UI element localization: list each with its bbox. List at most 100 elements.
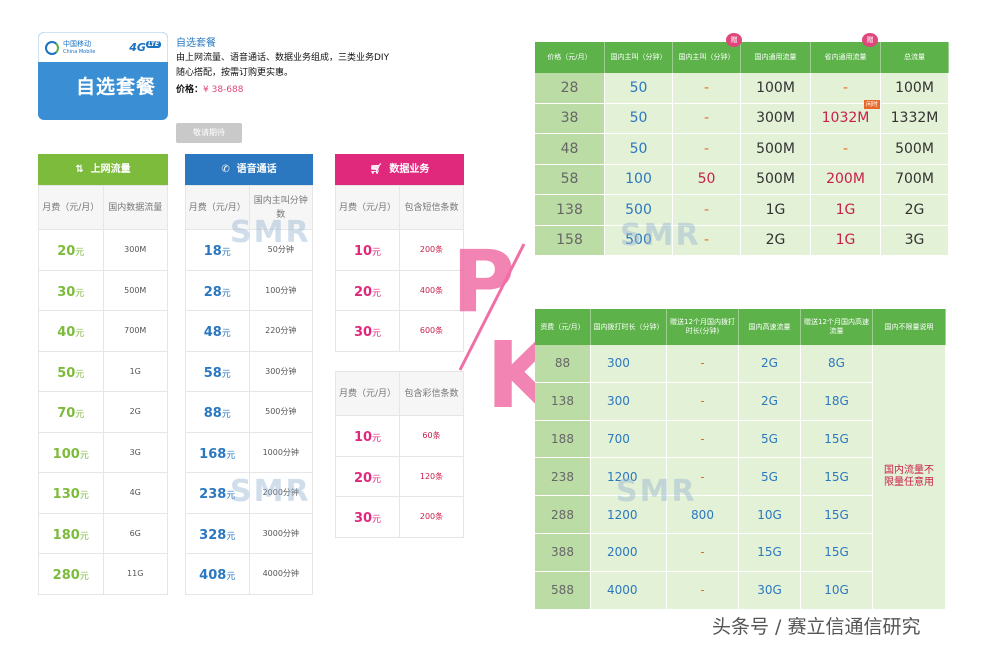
table-cell: 138: [535, 382, 591, 421]
table-cell: 288: [535, 496, 591, 534]
table-cell: 15G: [739, 533, 801, 572]
network-label: 4G LTE: [129, 41, 161, 54]
allowance-cell: 2G: [102, 391, 168, 433]
logo-title: 自选套餐: [75, 76, 156, 98]
table-row: 28元 100分钟: [185, 269, 313, 311]
fee-cell: 280元: [38, 553, 104, 595]
table-row: 138 300-2G 18G: [535, 382, 946, 421]
sms-plan-header: 🛒︎ 数据业务: [335, 154, 464, 185]
allowance-cell: 100分钟: [248, 269, 313, 311]
mms-plan-table: 月费（元/月） 包含彩信条数 10元 60条 20元 120条 30元 200条: [335, 371, 464, 538]
table-cell: 1200: [591, 496, 667, 534]
table-cell: 50: [673, 164, 741, 195]
table-row: 20元 400条: [335, 269, 464, 311]
price-line: 价格：¥ 38-688: [176, 85, 244, 95]
table-cell: 88: [535, 345, 591, 383]
table-cell: 5G: [739, 420, 801, 459]
table-row: 88 300-2G 8G 国内流量不限量任意用: [535, 345, 946, 610]
allowance-cell: 2000分钟: [248, 472, 313, 514]
fee-cell: 100元: [38, 431, 104, 473]
plan-intro: 自选套餐 由上网流量、语音通话、数据业务组成，三类业务DIY随心搭配，按需订购更…: [176, 36, 396, 98]
table-row: 158 500-2G 1G 3G: [535, 225, 949, 256]
table-cell: 2G: [741, 225, 811, 256]
column-header: 国内通用流量: [741, 42, 811, 73]
table-row: 58 100 50 500M 200M 700M: [535, 164, 949, 195]
voice-plan-table: ✆ 语音通话 月费（元/月） 国内主叫分钟数 18元 50分钟 28元 100分钟 48元…: [185, 154, 313, 595]
table-row: 30元 200条: [335, 496, 464, 538]
table-row: 10元 200条: [335, 229, 464, 271]
table-cell: -: [667, 420, 739, 459]
col-header: 月费（元/月）: [38, 185, 104, 230]
table-cell: 800: [667, 496, 739, 534]
table-cell: 50: [605, 134, 673, 165]
allowance-cell: 300M: [102, 229, 168, 271]
column-header: 赠送12个月国内拨打时长(分钟): [667, 309, 739, 345]
data-plan-table: ⇅ 上网流量 月费（元/月） 国内数据流量 20元 300M 30元 500M 40元 70…: [38, 154, 168, 595]
table-row: 28 50-100M -100M: [535, 73, 949, 104]
col-header: 国内数据流量: [102, 185, 168, 230]
table-cell: 100M: [741, 73, 811, 104]
allowance-cell: 3G: [102, 431, 168, 473]
table-cell: 1G: [741, 195, 811, 226]
column-header: 价格（元/月）: [535, 42, 605, 73]
table-cell: -: [811, 73, 881, 104]
gift-badge: 赠: [862, 33, 878, 47]
table-cell: 188: [535, 420, 591, 459]
table-cell: -: [811, 134, 881, 165]
off-peak-tag: 闲时: [863, 99, 880, 109]
table-cell: 15G: [801, 496, 873, 534]
fee-cell: 28元: [185, 269, 250, 311]
fee-cell: 70元: [38, 391, 104, 433]
allowance-cell: 1G: [102, 350, 168, 392]
column-header: 国内主叫（分钟）: [673, 42, 741, 73]
table-cell: 238: [535, 458, 591, 497]
table-cell: 5G: [739, 458, 801, 497]
table-row: 168元 1000分钟: [185, 431, 313, 473]
column-header: 国内主叫（分钟）: [605, 42, 673, 73]
table-cell: 158: [535, 225, 605, 256]
table-cell: -: [667, 533, 739, 572]
table-cell: 30G: [739, 571, 801, 610]
fee-cell: 408元: [185, 553, 250, 595]
table-cell: 15G: [801, 420, 873, 459]
fee-cell: 10元: [335, 415, 400, 457]
cart-icon: 🛒︎: [369, 164, 383, 175]
table-row: 48 50-500M -500M: [535, 134, 949, 165]
table-row: 38 50-300M 1032M 闲时 1332M: [535, 99, 949, 134]
table-row: 180元 6G: [38, 512, 168, 554]
column-header: 总流量: [881, 42, 949, 73]
table-cell: 500: [605, 225, 673, 256]
table-row: 328元 3000分钟: [185, 512, 313, 554]
table-cell: 50: [605, 103, 673, 134]
table-cell: 38: [535, 103, 605, 134]
table-cell: 48: [535, 134, 605, 165]
fee-cell: 88元: [185, 391, 250, 433]
allowance-cell: 500分钟: [248, 391, 313, 433]
fee-cell: 20元: [335, 455, 400, 497]
table-cell: 500: [605, 195, 673, 226]
watermark: SMR: [230, 474, 311, 509]
table-cell: 2G: [739, 382, 801, 421]
table-row: 288 1200 800 10G 15G: [535, 496, 946, 534]
table-cell: 1332M: [881, 103, 949, 134]
table-cell: 18G: [801, 382, 873, 421]
allowance-cell: 6G: [102, 512, 168, 554]
brand-en: China Mobile: [63, 48, 96, 55]
data-plan-header: ⇅ 上网流量: [38, 154, 168, 185]
table-cell: 388: [535, 533, 591, 572]
allowance-cell: 4000分钟: [248, 553, 313, 595]
table-row: 10元 60条: [335, 415, 464, 457]
allowance-cell: 300分钟: [248, 350, 313, 392]
allowance-cell: 60条: [399, 415, 464, 457]
intro-body: 由上网流量、语音通话、数据业务组成，三类业务DIY随心搭配，按需订购更实惠。: [176, 53, 390, 78]
intro-heading: 自选套餐: [176, 38, 216, 49]
price-value: ¥ 38-688: [203, 85, 244, 95]
table-row: 70元 2G: [38, 391, 168, 433]
fee-cell: 328元: [185, 512, 250, 554]
table-cell: 300: [591, 382, 667, 421]
col-header: 包含彩信条数: [399, 371, 464, 416]
table-cell: 300: [591, 345, 667, 383]
allowance-cell: 4G: [102, 472, 168, 514]
coming-soon-button[interactable]: 敬请期待: [176, 123, 242, 143]
column-header: 国内拨打时长（分钟）: [591, 309, 667, 345]
